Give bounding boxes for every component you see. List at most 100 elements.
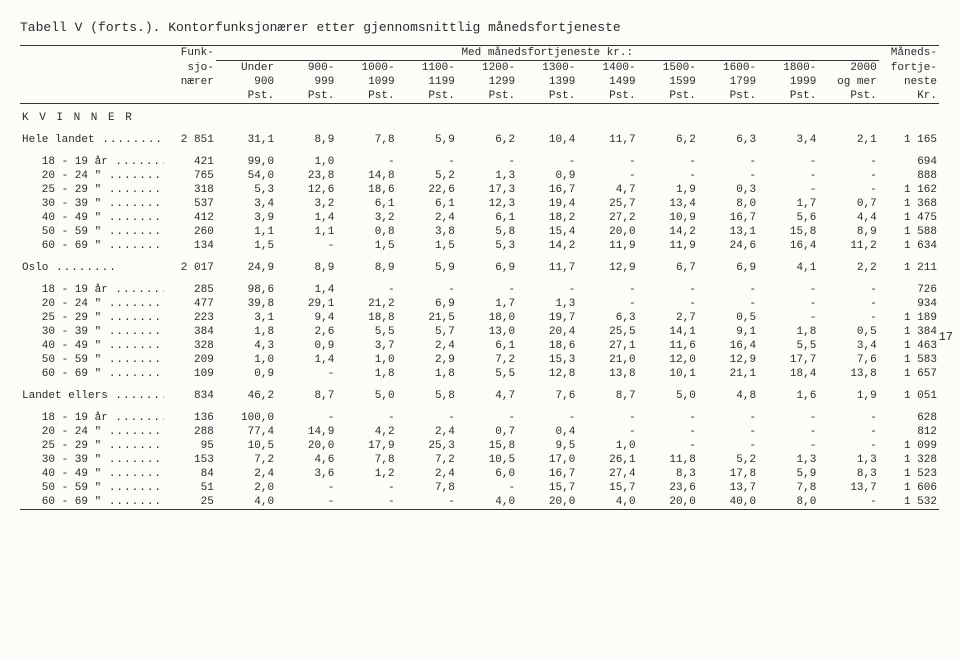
row-value: 4,7 xyxy=(577,183,637,197)
row-value: 16,7 xyxy=(517,467,577,481)
row-value: 1,8 xyxy=(758,325,818,339)
row-value: - xyxy=(818,311,878,325)
row-value: 8,7 xyxy=(577,389,637,403)
row-value: 17,0 xyxy=(517,453,577,467)
row-value: - xyxy=(698,297,758,311)
row-value: 5,6 xyxy=(758,211,818,225)
row-value: 1,8 xyxy=(336,367,396,381)
row-value: 18,2 xyxy=(517,211,577,225)
row-value: 1,9 xyxy=(638,183,698,197)
row-value: 99,0 xyxy=(216,155,276,169)
row-value: - xyxy=(457,411,517,425)
row-value: 12,3 xyxy=(457,197,517,211)
row-value: 11,8 xyxy=(638,453,698,467)
row-n: 95 xyxy=(164,439,216,453)
row-value: - xyxy=(336,411,396,425)
row-n: 51 xyxy=(164,481,216,495)
row-value: - xyxy=(758,311,818,325)
row-value: 5,9 xyxy=(397,133,457,147)
table-row: 40 - 49 "4123,91,43,22,46,118,227,210,91… xyxy=(20,211,939,225)
row-value: 7,8 xyxy=(336,453,396,467)
row-value: 21,5 xyxy=(397,311,457,325)
row-value: 13,7 xyxy=(818,481,878,495)
row-value: 1,5 xyxy=(216,239,276,253)
row-value: 6,3 xyxy=(698,133,758,147)
group-head-row: Landet ellers83446,28,75,05,84,77,68,75,… xyxy=(20,389,939,403)
row-value: 0,9 xyxy=(216,367,276,381)
row-value: - xyxy=(758,155,818,169)
row-value: 24,9 xyxy=(216,261,276,275)
row-value: 4,0 xyxy=(577,495,637,510)
row-last: 1 328 xyxy=(879,453,939,467)
row-value: 2,7 xyxy=(638,311,698,325)
row-value: - xyxy=(336,283,396,297)
row-value: - xyxy=(397,155,457,169)
row-value: - xyxy=(758,297,818,311)
row-last: 1 475 xyxy=(879,211,939,225)
table-row: 40 - 49 "842,43,61,22,46,016,727,48,317,… xyxy=(20,467,939,481)
table-row: 25 - 29 "9510,520,017,925,315,89,51,0---… xyxy=(20,439,939,453)
page-side-note: 17 xyxy=(939,330,953,344)
row-value: 7,6 xyxy=(517,389,577,403)
row-value: 16,4 xyxy=(698,339,758,353)
row-value: - xyxy=(818,411,878,425)
row-value: - xyxy=(638,283,698,297)
row-value: 4,3 xyxy=(216,339,276,353)
row-last: 812 xyxy=(879,425,939,439)
row-value: 1,2 xyxy=(336,467,396,481)
row-value: 13,4 xyxy=(638,197,698,211)
row-value: 6,0 xyxy=(457,467,517,481)
row-value: 4,0 xyxy=(457,495,517,510)
row-n: 477 xyxy=(164,297,216,311)
row-n: 260 xyxy=(164,225,216,239)
row-value: 3,4 xyxy=(758,133,818,147)
row-value: 2,0 xyxy=(216,481,276,495)
row-label: 30 - 39 " xyxy=(20,197,164,211)
row-value: 25,5 xyxy=(577,325,637,339)
row-label: 25 - 29 " xyxy=(20,439,164,453)
table-row: 30 - 39 "5373,43,26,16,112,319,425,713,4… xyxy=(20,197,939,211)
row-value: 5,0 xyxy=(638,389,698,403)
row-value: 18,6 xyxy=(517,339,577,353)
row-value: - xyxy=(758,283,818,297)
row-value: 21,0 xyxy=(577,353,637,367)
row-value: 6,9 xyxy=(397,297,457,311)
row-last: 1 583 xyxy=(879,353,939,367)
row-value: 19,7 xyxy=(517,311,577,325)
row-value: 2,4 xyxy=(216,467,276,481)
row-last: 1 211 xyxy=(879,261,939,275)
row-value: 6,9 xyxy=(457,261,517,275)
spanner-header: Med månedsfortjeneste kr.: xyxy=(216,46,879,61)
row-value: 3,1 xyxy=(216,311,276,325)
row-value: 4,7 xyxy=(457,389,517,403)
row-value: 12,8 xyxy=(517,367,577,381)
row-value: 3,2 xyxy=(336,211,396,225)
row-value: 18,8 xyxy=(336,311,396,325)
row-value: 4,2 xyxy=(336,425,396,439)
row-value: 1,7 xyxy=(457,297,517,311)
row-value: 15,7 xyxy=(577,481,637,495)
row-last: 1 384 xyxy=(879,325,939,339)
row-value: 18,6 xyxy=(336,183,396,197)
row-value: - xyxy=(577,411,637,425)
row-value: 0,4 xyxy=(517,425,577,439)
row-value: 17,9 xyxy=(336,439,396,453)
row-n: 134 xyxy=(164,239,216,253)
row-value: 27,1 xyxy=(577,339,637,353)
row-n: 84 xyxy=(164,467,216,481)
row-value: 2,9 xyxy=(397,353,457,367)
row-value: 1,3 xyxy=(457,169,517,183)
row-label: 50 - 59 " xyxy=(20,481,164,495)
row-value: 3,4 xyxy=(818,339,878,353)
row-value: 5,3 xyxy=(216,183,276,197)
row-value: 11,2 xyxy=(818,239,878,253)
row-value: 29,1 xyxy=(276,297,336,311)
row-value: 19,4 xyxy=(517,197,577,211)
row-value: 3,4 xyxy=(216,197,276,211)
row-value: 7,8 xyxy=(758,481,818,495)
row-last: 1 634 xyxy=(879,239,939,253)
row-value: 1,1 xyxy=(216,225,276,239)
row-label: 60 - 69 " xyxy=(20,239,164,253)
row-n: 285 xyxy=(164,283,216,297)
row-label: 18 - 19 år xyxy=(20,155,164,169)
